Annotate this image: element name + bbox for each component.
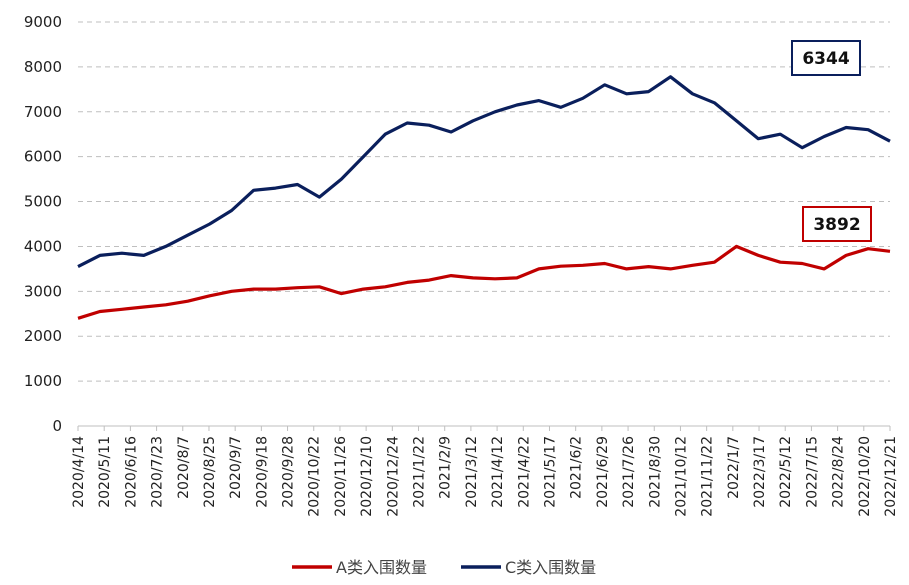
x-tick-label: 2020/5/11 bbox=[97, 436, 113, 508]
x-tick-label: 2020/8/25 bbox=[202, 436, 218, 508]
value-callout-box bbox=[802, 206, 872, 242]
x-tick-label: 2021/10/12 bbox=[673, 436, 689, 517]
x-tick-label: 2020/9/18 bbox=[254, 436, 270, 508]
x-tick-label: 2021/4/12 bbox=[490, 436, 506, 508]
y-tick-label: 1000 bbox=[24, 372, 62, 390]
x-tick-label: 2022/8/24 bbox=[831, 436, 847, 508]
x-tick-label: 2021/6/29 bbox=[595, 436, 611, 508]
gridlines bbox=[78, 21, 890, 382]
x-tick-label: 2020/9/7 bbox=[228, 436, 244, 499]
series-line bbox=[77, 244, 891, 320]
x-tick-label: 2022/3/17 bbox=[752, 436, 768, 508]
series-lines bbox=[77, 75, 891, 320]
x-tick-label: 2022/10/20 bbox=[857, 436, 873, 517]
x-tick-label: 2022/1/7 bbox=[726, 436, 742, 499]
legend-label: A类入围数量 bbox=[336, 558, 427, 577]
x-tick-label: 2020/12/10 bbox=[359, 436, 375, 517]
x-tick-label: 2022/5/12 bbox=[778, 436, 794, 508]
value-callouts: 3892 6344 bbox=[791, 40, 872, 242]
y-axis-ticks: 0 1000 2000 3000 4000 5000 6000 7000 8000 9000 bbox=[24, 13, 62, 435]
y-tick-label: 5000 bbox=[24, 193, 62, 211]
x-tick-label: 2020/10/22 bbox=[307, 436, 323, 517]
y-tick-label: 8000 bbox=[24, 58, 62, 76]
y-tick-label: 3000 bbox=[24, 282, 62, 300]
x-tick-label: 2022/12/21 bbox=[883, 436, 899, 517]
x-tick-label: 2020/12/24 bbox=[385, 436, 401, 517]
x-tick-label: 2021/5/17 bbox=[542, 436, 558, 508]
x-tick-label: 2021/7/26 bbox=[621, 436, 637, 508]
series-line bbox=[77, 75, 891, 269]
x-tick-label: 2021/6/2 bbox=[569, 436, 585, 499]
y-tick-label: 0 bbox=[52, 417, 62, 435]
value-callout-box bbox=[791, 40, 861, 76]
x-tick-label: 2021/8/30 bbox=[647, 436, 663, 508]
x-tick-label: 2021/1/22 bbox=[412, 436, 428, 508]
x-tick-label: 2020/7/23 bbox=[150, 436, 166, 508]
legend-label: C类入围数量 bbox=[505, 558, 596, 577]
x-tick-label: 2020/8/7 bbox=[176, 436, 192, 499]
y-tick-label: 7000 bbox=[24, 103, 62, 121]
x-tick-label: 2022/7/15 bbox=[804, 436, 820, 508]
x-tick-label: 2021/3/12 bbox=[464, 436, 480, 508]
x-tick-label: 2020/4/14 bbox=[71, 436, 87, 508]
y-tick-label: 9000 bbox=[24, 13, 62, 31]
value-callout-label: 3892 bbox=[813, 215, 860, 235]
y-tick-label: 2000 bbox=[24, 327, 62, 345]
legend: A类入围数量 C类入围数量 bbox=[292, 558, 596, 577]
x-tick-label: 2021/4/22 bbox=[516, 436, 532, 508]
x-axis-ticks: 2020/4/14 2020/5/11 2020/6/16 2020/7/23 2020… bbox=[71, 426, 899, 517]
x-tick-label: 2021/2/9 bbox=[438, 436, 454, 499]
x-tick-label: 2020/9/28 bbox=[281, 436, 297, 508]
x-tick-label: 2020/11/26 bbox=[333, 436, 349, 517]
x-tick-label: 2021/11/22 bbox=[700, 436, 716, 517]
value-callout-label: 6344 bbox=[802, 49, 849, 69]
y-tick-label: 6000 bbox=[24, 148, 62, 166]
y-tick-label: 4000 bbox=[24, 237, 62, 255]
x-tick-label: 2020/6/16 bbox=[123, 436, 139, 508]
